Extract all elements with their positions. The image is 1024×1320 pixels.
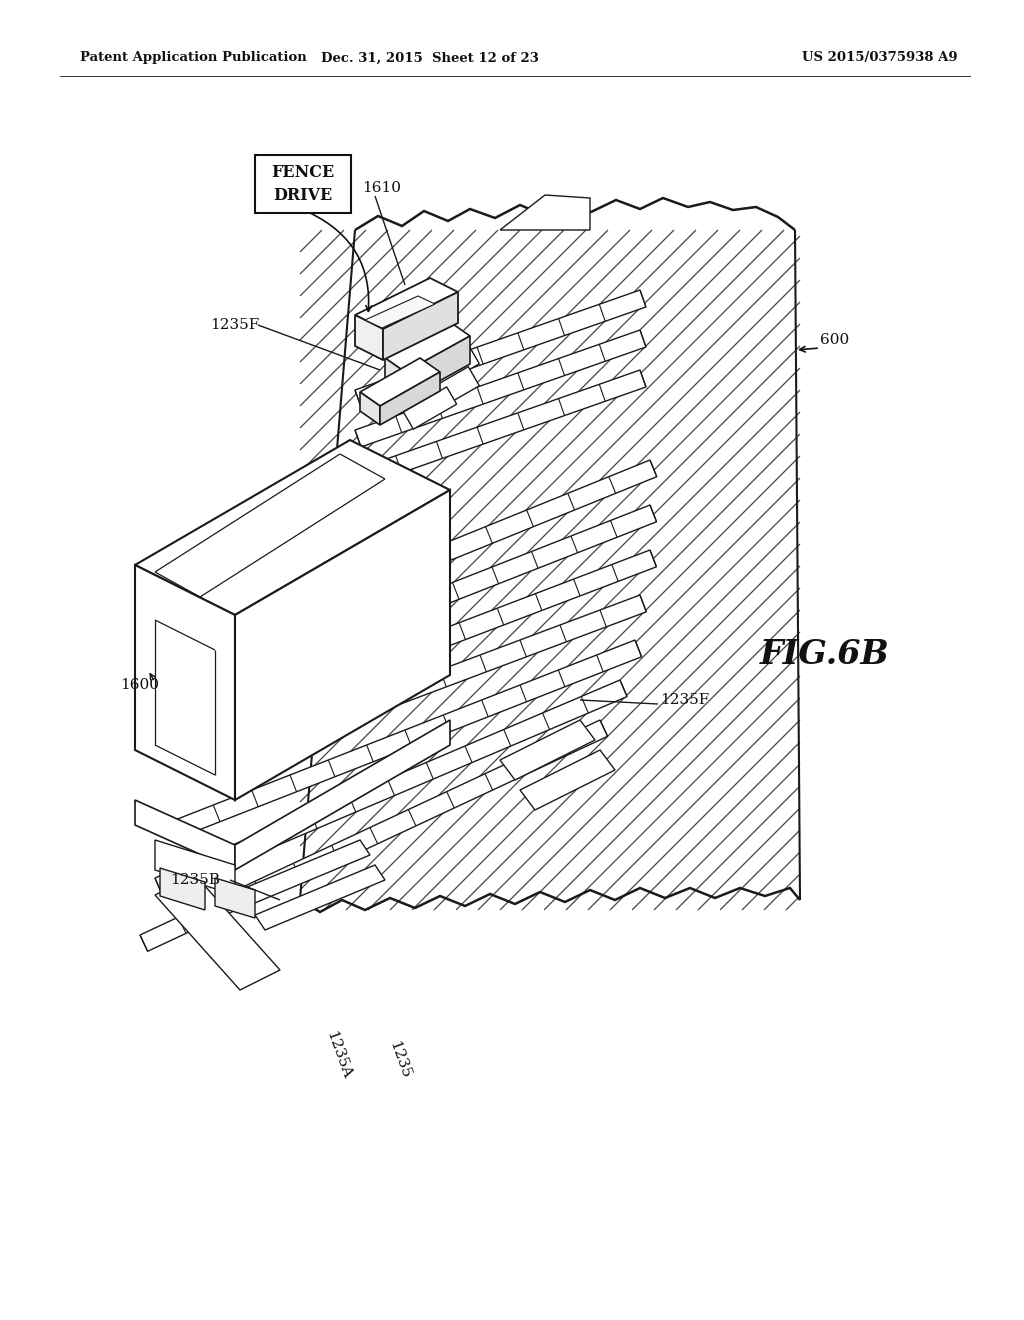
Polygon shape [520,750,615,810]
Polygon shape [500,195,590,230]
Polygon shape [360,392,380,425]
Polygon shape [360,358,440,407]
Polygon shape [355,290,646,407]
Text: 1235: 1235 [387,1039,414,1081]
Polygon shape [406,337,470,400]
Polygon shape [383,292,458,360]
Polygon shape [135,800,234,870]
Text: 1610: 1610 [362,181,401,195]
Text: 1235F: 1235F [210,318,259,333]
Polygon shape [240,840,370,906]
Polygon shape [355,279,458,329]
Polygon shape [255,506,656,677]
Polygon shape [230,550,656,727]
Polygon shape [421,345,479,391]
FancyBboxPatch shape [255,154,351,213]
Polygon shape [355,330,646,447]
Polygon shape [155,680,627,895]
Text: US 2015/0375938 A9: US 2015/0375938 A9 [802,51,957,65]
Text: FIG.6B: FIG.6B [760,639,890,672]
Polygon shape [300,230,800,900]
Text: FENCE
DRIVE: FENCE DRIVE [271,165,335,203]
Text: Patent Application Publication: Patent Application Publication [80,51,307,65]
Polygon shape [280,459,656,627]
Polygon shape [380,372,440,425]
Text: 1235B: 1235B [170,873,220,887]
Polygon shape [160,869,205,909]
Polygon shape [200,595,646,777]
Polygon shape [355,370,646,487]
Polygon shape [255,865,385,931]
Polygon shape [403,387,457,429]
Text: 600: 600 [820,333,849,347]
Polygon shape [155,875,280,990]
Polygon shape [365,296,435,327]
Polygon shape [500,719,595,780]
Polygon shape [421,367,479,413]
Polygon shape [175,640,642,837]
Polygon shape [385,322,470,372]
Text: 1600: 1600 [120,678,159,692]
Polygon shape [155,840,234,895]
Polygon shape [234,719,450,870]
Polygon shape [234,490,450,800]
Text: Dec. 31, 2015  Sheet 12 of 23: Dec. 31, 2015 Sheet 12 of 23 [322,51,539,65]
Polygon shape [140,719,607,952]
Polygon shape [135,440,450,615]
Text: 1235A: 1235A [323,1030,353,1081]
Polygon shape [135,565,234,800]
Polygon shape [215,878,255,917]
Polygon shape [385,358,406,400]
Text: 1235F: 1235F [660,693,710,708]
Polygon shape [355,315,383,360]
